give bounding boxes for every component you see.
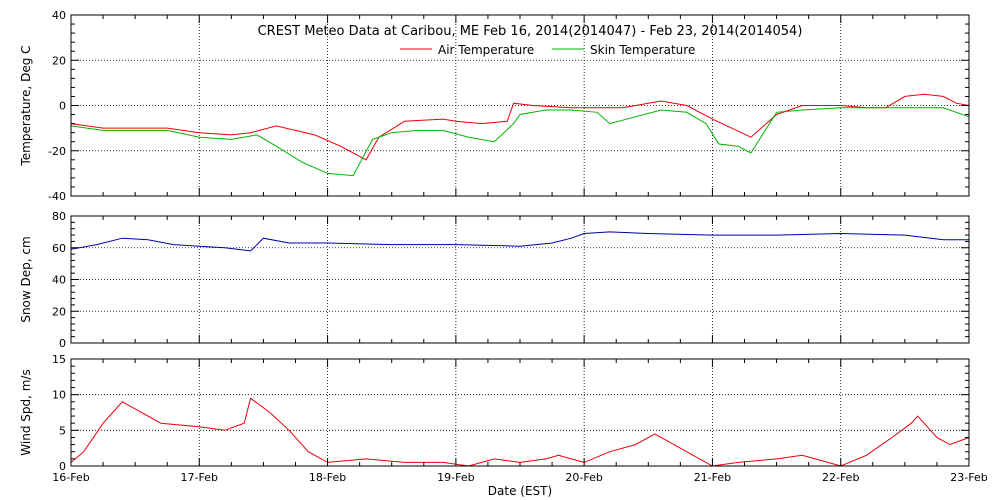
y-tick-label: 40 (52, 274, 66, 287)
panel-2: 0 5 10 15 Wind Spd, m/s 16-Feb 17-Feb 18-Feb 19-… (19, 353, 988, 484)
y-tick-label: 0 (59, 460, 66, 473)
y-tick-label: 5 (59, 424, 66, 437)
panel-0: -40 -20 0 20 40 Temperature, Deg C (19, 9, 970, 203)
x-tick-label: 21-Feb (694, 471, 731, 484)
legend-label: Air Temperature (438, 43, 534, 57)
plot-frame (70, 358, 970, 467)
y-tick-label: 60 (52, 242, 66, 255)
x-axis-label: Date (EST) (488, 484, 552, 498)
y-tick-label: 0 (59, 100, 66, 113)
series-1-0-line (70, 231, 969, 252)
y-tick-label: 20 (52, 305, 66, 318)
y-tick-label: 15 (52, 353, 66, 366)
y-tick-label: -20 (48, 145, 66, 158)
y-tick-label: 80 (52, 210, 66, 223)
y-tick-label: 0 (59, 337, 66, 350)
legend-label: Skin Temperature (590, 43, 695, 57)
legend: Air Temperature Skin Temperature (400, 43, 695, 57)
chart-panels: -40 -20 0 20 40 Temperature, Deg C 0 20 40 60 80 Sn… (19, 9, 988, 484)
x-tick-label: 23-Feb (950, 471, 987, 484)
x-tick-label: 18-Feb (309, 471, 346, 484)
panel-1: 0 20 40 60 80 Snow Dep, cm (19, 210, 970, 350)
skin-temperature-line (70, 107, 970, 177)
x-tick-label: 16-Feb (52, 471, 89, 484)
x-tick-label: 19-Feb (437, 471, 474, 484)
y-axis-label: Wind Spd, m/s (19, 369, 33, 455)
y-tick-label: 10 (52, 389, 66, 402)
y-tick-label: -40 (48, 190, 66, 203)
y-axis-label: Temperature, Deg C (19, 45, 33, 166)
chart-title: CREST Meteo Data at Caribou, ME Feb 16, … (258, 24, 803, 39)
series-2-0-line (70, 397, 970, 467)
x-tick-label: 20-Feb (565, 471, 602, 484)
y-tick-label: 40 (52, 9, 66, 22)
x-tick-label: 17-Feb (181, 471, 218, 484)
x-tick-label: 22-Feb (822, 471, 859, 484)
air-temperature-line (70, 93, 970, 161)
y-axis-label: Snow Dep, cm (19, 236, 33, 322)
plot-frame (70, 215, 970, 344)
y-tick-label: 20 (52, 54, 66, 67)
